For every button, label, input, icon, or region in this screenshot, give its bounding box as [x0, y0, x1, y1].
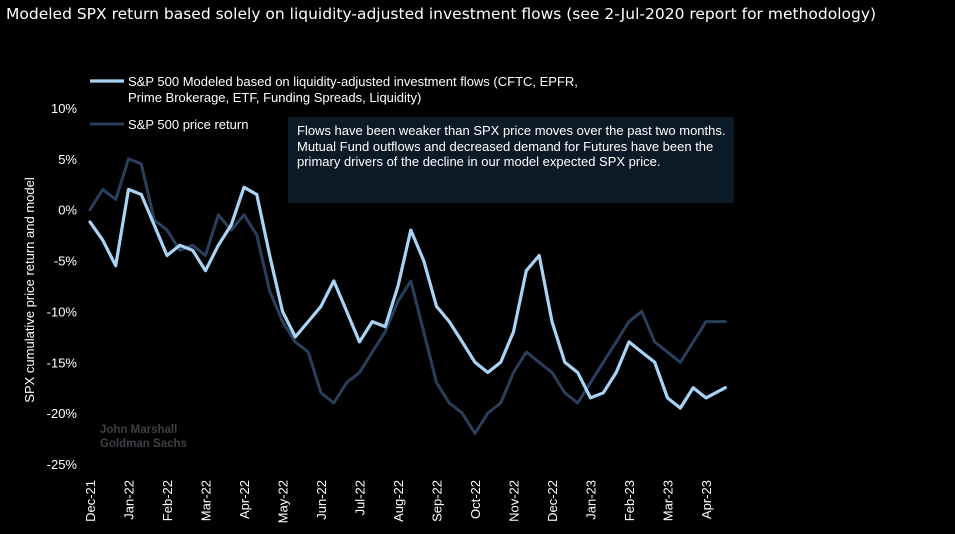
x-tick-label: Mar-23 — [661, 480, 676, 521]
x-tick-label: Oct-22 — [468, 480, 483, 519]
x-tick-label: Dec-22 — [545, 480, 560, 522]
x-axis: Dec-21 Jan-22 Feb-22 Mar-22 Apr-22 May-22 Jun-… — [83, 480, 714, 523]
y-tick-label: -25% — [47, 457, 78, 472]
x-tick-label: Aug-22 — [391, 480, 406, 522]
y-tick-label: 10% — [51, 101, 77, 116]
y-axis-label: SPX cumulative price return and model — [22, 177, 37, 403]
legend-label-model: S&P 500 Modeled based on liquidity-adjus… — [128, 74, 578, 105]
x-tick-label: Nov-22 — [507, 480, 522, 522]
y-tick-label: 0% — [58, 203, 77, 218]
y-tick-label: -5% — [54, 254, 78, 269]
x-tick-label: Jun-22 — [314, 480, 329, 520]
x-tick-label: Mar-22 — [199, 480, 214, 521]
annotation-text: Flows have been weaker than SPX price mo… — [297, 123, 726, 170]
x-tick-label: Feb-23 — [622, 480, 637, 521]
y-tick-label: -20% — [47, 406, 78, 421]
legend-label-price: S&P 500 price return — [128, 117, 248, 132]
y-tick-label: 5% — [58, 152, 77, 167]
series-layer — [88, 157, 727, 435]
x-tick-label: Feb-22 — [160, 480, 175, 521]
annotation-box — [288, 117, 734, 203]
x-tick-label: Apr-22 — [237, 480, 252, 519]
y-tick-label: -10% — [47, 304, 78, 319]
y-tick-label: -15% — [47, 355, 78, 370]
watermark-company: Goldman Sachs — [100, 438, 187, 450]
x-tick-label: May-22 — [276, 480, 291, 523]
watermark: John Marshall Goldman Sachs — [100, 423, 187, 451]
x-tick-label: Sep-22 — [430, 480, 445, 522]
legend: S&P 500 Modeled based on liquidity-adjus… — [90, 74, 578, 132]
x-tick-label: Apr-23 — [699, 480, 714, 519]
x-tick-label: Dec-21 — [83, 480, 98, 522]
x-tick-label: Jan-23 — [584, 480, 599, 520]
y-axis: 10% 5% 0% -5% -10% -15% -20% -25% — [47, 101, 78, 472]
price-series-line — [88, 157, 727, 435]
watermark-name: John Marshall — [100, 424, 178, 436]
chart-title: Modeled SPX return based solely on liqui… — [6, 5, 877, 23]
x-tick-label: Jul-22 — [353, 480, 368, 515]
x-tick-label: Jan-22 — [122, 480, 137, 520]
model-series-line — [88, 185, 727, 410]
